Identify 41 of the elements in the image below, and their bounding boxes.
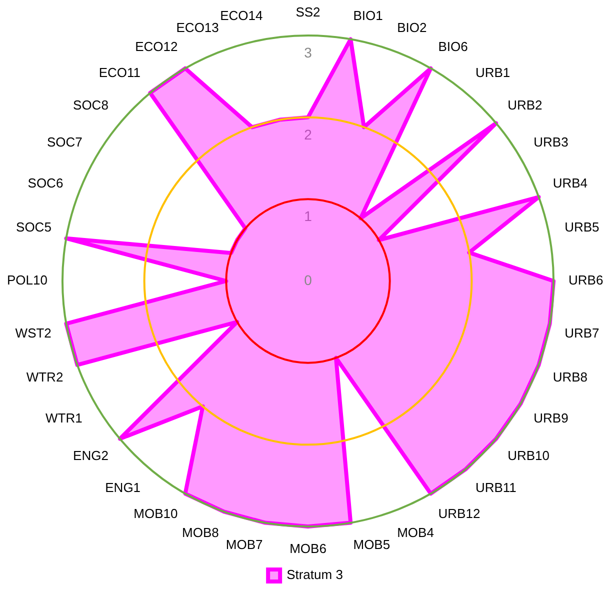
spoke-label: URB12 bbox=[438, 506, 480, 521]
y-tick-label: 2 bbox=[304, 126, 312, 142]
spoke-label: SOC6 bbox=[28, 176, 64, 191]
spoke-label: WST2 bbox=[15, 326, 52, 341]
y-tick-label: 0 bbox=[304, 272, 312, 288]
spoke-label: URB4 bbox=[552, 176, 588, 191]
spoke-label: POL10 bbox=[6, 272, 48, 288]
spoke-label: URB2 bbox=[508, 97, 542, 112]
spoke-label: URB7 bbox=[564, 326, 600, 341]
spoke-label: MOB5 bbox=[353, 536, 390, 552]
spoke-label: URB1 bbox=[475, 65, 510, 80]
spoke-label: ECO11 bbox=[98, 65, 141, 80]
spoke-label: WTR2 bbox=[26, 369, 64, 384]
spoke-label: SOC8 bbox=[73, 97, 108, 112]
spoke-label: MOB4 bbox=[397, 525, 434, 540]
spoke-label: MOB7 bbox=[226, 536, 263, 552]
legend-label: Stratum 3 bbox=[286, 567, 343, 582]
spoke-label: ECO13 bbox=[176, 20, 219, 35]
spoke-label: URB9 bbox=[534, 410, 568, 426]
spoke-label: MOB10 bbox=[134, 506, 178, 521]
spoke-label: SOC5 bbox=[16, 220, 52, 235]
spoke-label: ECO12 bbox=[135, 39, 178, 54]
spoke-label: MOB6 bbox=[290, 540, 326, 556]
spoke-label: ENG2 bbox=[73, 448, 108, 463]
spoke-label: SS2 bbox=[296, 4, 320, 20]
spoke-label: ECO14 bbox=[220, 8, 263, 24]
spoke-label: ENG1 bbox=[105, 480, 141, 495]
spoke-label: MOB8 bbox=[182, 525, 219, 540]
spoke-label: URB11 bbox=[475, 480, 516, 495]
spoke-label: BIO2 bbox=[397, 20, 427, 35]
spoke-label: URB6 bbox=[568, 272, 604, 288]
spoke-label: URB3 bbox=[534, 134, 568, 150]
spoke-label: URB8 bbox=[552, 369, 588, 384]
y-tick-label: 3 bbox=[304, 44, 312, 61]
spoke-label: BIO1 bbox=[353, 8, 383, 24]
spoke-label: SOC7 bbox=[46, 134, 82, 150]
y-tick-label: 1 bbox=[304, 208, 312, 224]
spoke-label: URB10 bbox=[508, 448, 550, 463]
spoke-label: URB5 bbox=[564, 220, 600, 235]
spoke-label: BIO6 bbox=[438, 39, 468, 54]
spoke-label: WTR1 bbox=[46, 410, 82, 426]
